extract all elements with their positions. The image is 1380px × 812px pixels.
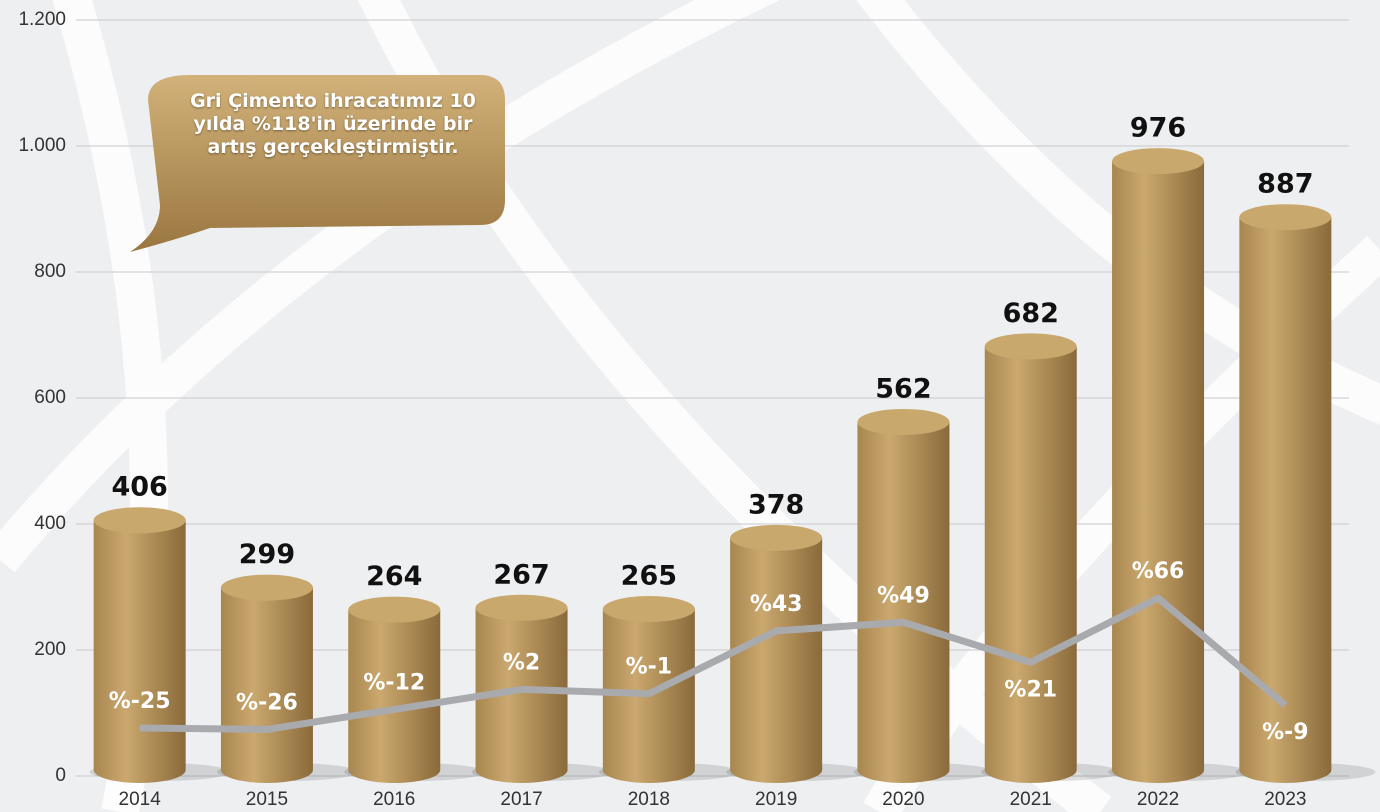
bar-top (602, 596, 695, 623)
line-value-label: %-12 (363, 670, 425, 695)
x-tick-label: 2020 (882, 789, 924, 810)
value-label: 267 (493, 559, 549, 590)
callout-text: Gri Çimento ihracatımız 10 yılda %118'in… (190, 90, 476, 158)
line-value-label: %21 (1004, 677, 1057, 702)
bar-top (1239, 204, 1332, 231)
bar (220, 587, 313, 783)
x-tick-label: 2023 (1264, 789, 1306, 810)
bar-top (984, 333, 1077, 360)
y-tick-label: 1.200 (18, 9, 66, 30)
y-tick-label: 400 (34, 513, 66, 534)
y-tick-label: 0 (55, 765, 66, 786)
y-tick-label: 200 (34, 639, 66, 660)
y-tick-label: 600 (34, 387, 66, 408)
line (139, 594, 1288, 733)
value-label: 264 (366, 561, 422, 592)
y-tick-label: 1.000 (18, 135, 66, 156)
value-label: 887 (1257, 169, 1313, 200)
line-value-label: %2 (503, 650, 540, 675)
value-label: 562 (875, 373, 931, 404)
callout-bubble (130, 75, 505, 252)
x-tick-label: 2022 (1137, 789, 1179, 810)
x-tick-label: 2016 (373, 789, 415, 810)
x-tick-label: 2021 (1010, 789, 1052, 810)
y-tick-label: 800 (34, 261, 66, 282)
bar-top (475, 594, 568, 621)
line-value-label: %-9 (1262, 720, 1308, 745)
bar-top (730, 524, 823, 551)
bar (93, 520, 186, 783)
x-tick-label: 2015 (246, 789, 288, 810)
bar (1239, 217, 1332, 783)
value-label: 682 (1003, 298, 1059, 329)
line-value-label: %49 (877, 583, 930, 608)
line-value-label: %-1 (626, 655, 672, 680)
value-label: 976 (1130, 113, 1186, 144)
bar-top (1112, 148, 1205, 175)
line-value-label: %43 (750, 592, 803, 617)
line-value-label: %-25 (109, 689, 171, 714)
value-label: 406 (111, 472, 167, 503)
bar-top (220, 574, 313, 601)
x-tick-label: 2014 (119, 789, 162, 810)
bar (730, 537, 823, 783)
line-value-label: %66 (1132, 559, 1185, 584)
x-tick-label: 2017 (500, 789, 542, 810)
bar (1112, 161, 1205, 783)
plot: 406 299 264 267 265 378 562 682 976 887 %-25 %-26 %-… (89, 113, 1376, 783)
bar-top (857, 408, 950, 435)
bar (857, 421, 950, 783)
x-tick-label: 2018 (628, 789, 670, 810)
value-label: 378 (748, 489, 804, 520)
x-tick-label: 2019 (755, 789, 797, 810)
bar-top (93, 507, 186, 534)
line-value-label: %-26 (236, 690, 298, 715)
bar (475, 607, 568, 783)
value-label: 265 (621, 561, 677, 592)
bar (348, 609, 441, 783)
bar (984, 346, 1077, 783)
value-label: 299 (239, 539, 295, 570)
bar-top (348, 596, 441, 623)
